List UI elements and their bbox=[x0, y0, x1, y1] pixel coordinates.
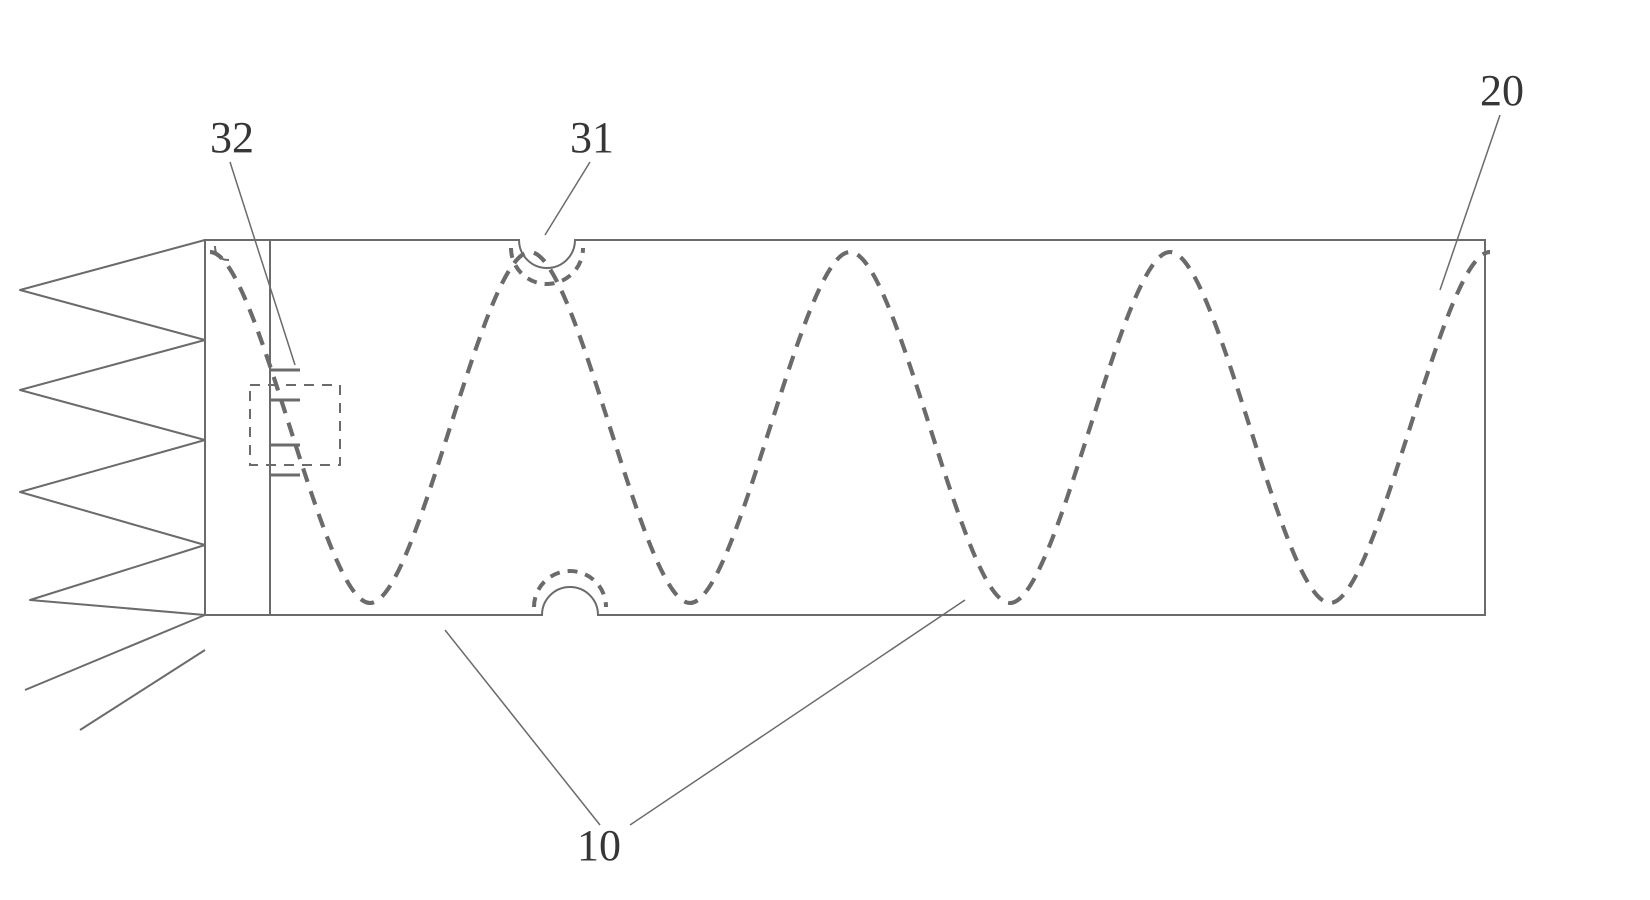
bare-stent-tail bbox=[80, 650, 205, 730]
label-10: 10 bbox=[577, 821, 621, 870]
lead-line-20 bbox=[1440, 115, 1500, 290]
label-32: 32 bbox=[210, 113, 254, 162]
stent-wave-2 bbox=[210, 252, 1490, 603]
bare-stent-zigzag bbox=[20, 240, 205, 690]
lead-line-10a bbox=[445, 630, 600, 825]
label-20: 20 bbox=[1480, 66, 1524, 115]
detail-box-32 bbox=[250, 385, 340, 465]
stent-wave-1 bbox=[210, 252, 1490, 603]
lead-line-10b bbox=[630, 600, 965, 825]
corner-tab bbox=[215, 246, 229, 260]
label-31: 31 bbox=[570, 113, 614, 162]
lead-line-32 bbox=[230, 162, 295, 365]
graft-body-outline bbox=[205, 240, 1485, 615]
patent-diagram: 32 31 20 10 bbox=[0, 0, 1650, 900]
lead-line-31 bbox=[545, 162, 590, 235]
